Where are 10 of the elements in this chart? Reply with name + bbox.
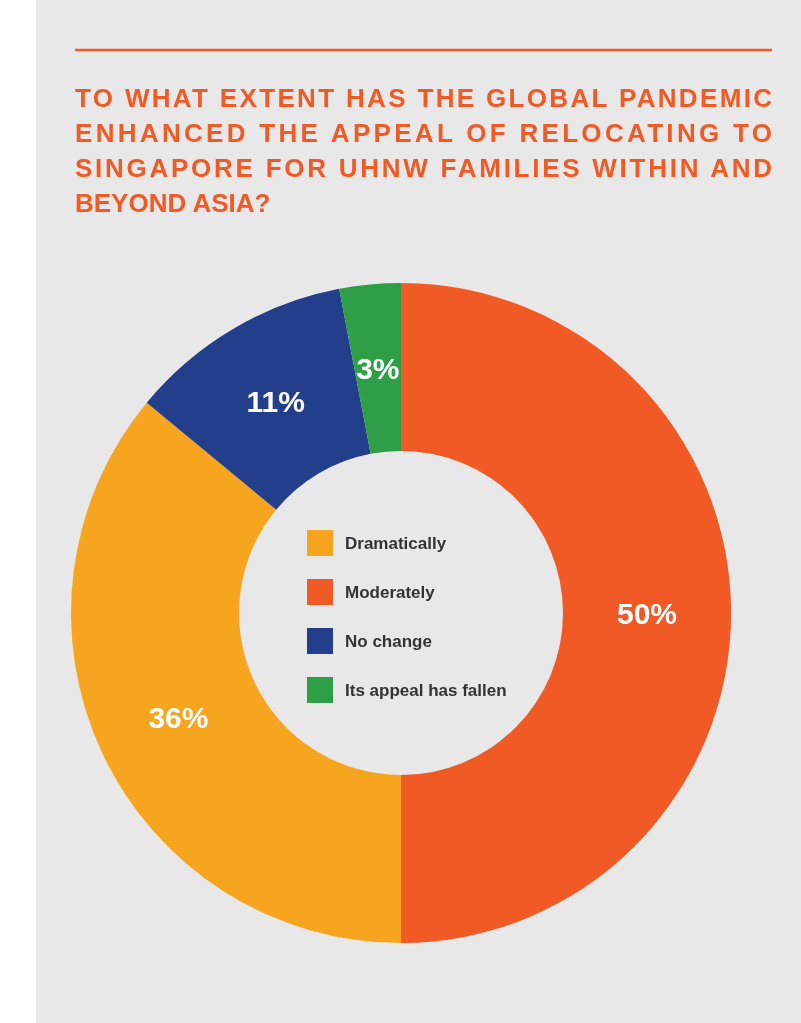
legend-label: Moderately <box>345 582 436 602</box>
legend-label: Its appeal has fallen <box>345 680 507 700</box>
chart-title: TO WHAT EXTENT HAS THE GLOBAL PANDEMIC ENHANCED THE APPEAL OF RELOCATING TO SINGAPORE FOR UHNW FAMILIES WITHIN AND BEYOND ASIA? <box>75 83 773 218</box>
data-label: 36% <box>148 701 209 735</box>
data-label: 11% <box>246 384 305 418</box>
data-label: 3% <box>356 351 400 385</box>
donut-slice <box>339 283 401 454</box>
legend-label: Dramatically <box>345 533 447 553</box>
data-label: 50% <box>616 596 678 630</box>
legend-label: No change <box>345 631 432 651</box>
